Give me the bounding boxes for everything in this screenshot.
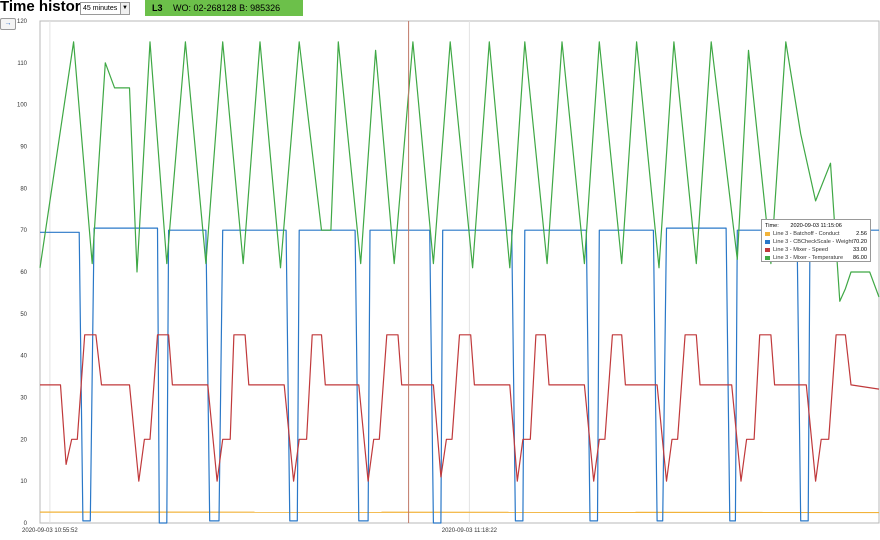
tooltip-row: Line 3 - CBCheckScale - Weight 70.20 (765, 238, 867, 246)
tooltip-time-row: Time: 2020-09-03 11:15:06 (765, 222, 867, 230)
tooltip-time-label: Time: (765, 223, 779, 229)
y-tick-label: 100 (17, 103, 28, 109)
y-tick-label: 0 (24, 521, 28, 527)
series-swatch (765, 239, 770, 244)
toolbar: Time history: 45 minutes ▼ L3 WO: 02-268… (0, 0, 880, 18)
series-line (39, 41, 880, 302)
tooltip-row: Line 3 - Mixer - Temperature 86.00 (765, 254, 867, 262)
series-line (40, 227, 879, 524)
series-swatch (765, 231, 770, 236)
plot-frame (39, 20, 880, 524)
status-banner: L3 WO: 02-268128 B: 985326 (145, 0, 303, 16)
tooltip-row: Line 3 - Batchoff - Conduct 2.56 (765, 230, 867, 238)
time-range-select[interactable]: 45 minutes ▼ (80, 2, 130, 15)
tooltip-series-value: 70.20 (853, 239, 867, 245)
y-tick-label: 120 (17, 19, 28, 25)
status-wo-label: WO: 02-268128 B: 985326 (173, 3, 281, 13)
tooltip-row: Line 3 - Mixer - Speed 33.00 (765, 246, 867, 254)
series-swatch (765, 247, 770, 252)
y-tick-label: 110 (17, 61, 27, 67)
y-tick-label: 80 (20, 186, 27, 192)
tooltip-series-name: Line 3 - Mixer - Temperature (773, 255, 844, 261)
page-title: Time history: (0, 0, 94, 15)
chevron-down-icon[interactable]: ▼ (120, 3, 129, 14)
y-tick-label: 60 (20, 270, 27, 276)
y-tick-label: 90 (20, 145, 27, 151)
tooltip-time-value: 2020-09-03 11:15:06 (790, 223, 842, 229)
y-tick-label: 70 (20, 228, 27, 234)
x-tick-label: 2020-09-03 10:55:52 (22, 528, 78, 534)
y-tick-label: 10 (20, 479, 27, 485)
tooltip-series-value: 33.00 (853, 247, 867, 253)
y-tick-label: 50 (20, 312, 27, 318)
status-line-label: L3 (152, 3, 163, 13)
series-swatch (765, 255, 770, 260)
arrow-right-icon: → (4, 20, 12, 27)
chart-tooltip: Time: 2020-09-03 11:15:06 Line 3 - Batch… (761, 219, 871, 262)
y-tick-label: 40 (20, 354, 27, 360)
tooltip-series-name: Line 3 - Mixer - Speed (773, 247, 829, 253)
expand-button[interactable]: → (0, 18, 16, 30)
y-tick-label: 20 (20, 437, 27, 443)
tooltip-series-value: 2.56 (856, 231, 867, 237)
tooltip-series-name: Line 3 - CBCheckScale - Weight (773, 239, 854, 245)
series-line (40, 334, 880, 482)
tooltip-series-value: 86.00 (853, 255, 867, 261)
x-tick-label: 2020-09-03 11:18:22 (442, 528, 498, 534)
y-tick-label: 30 (20, 396, 27, 402)
time-range-value: 45 minutes (83, 5, 118, 12)
tooltip-series-name: Line 3 - Batchoff - Conduct (773, 231, 840, 237)
